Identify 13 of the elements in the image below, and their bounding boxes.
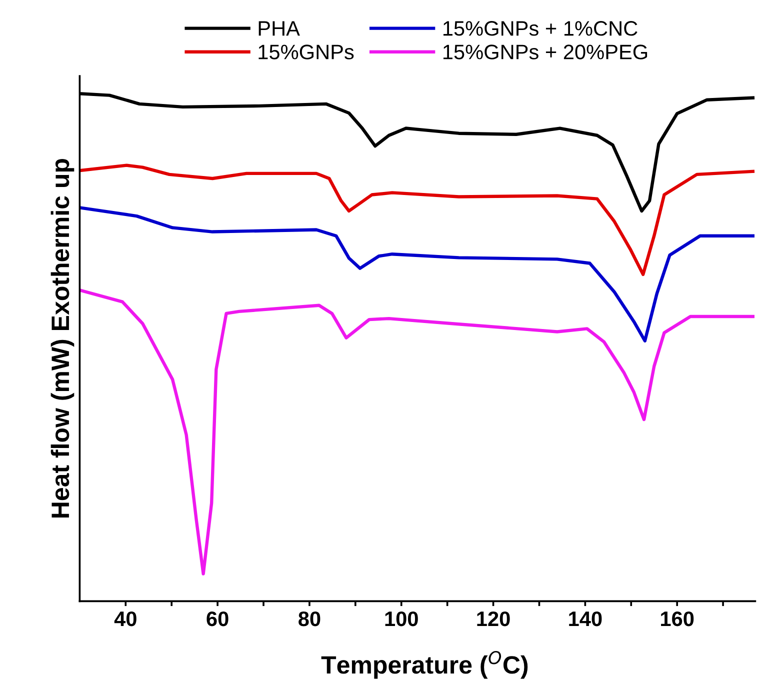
x-tick-label: 100 bbox=[385, 611, 418, 626]
legend-label: PHA bbox=[258, 21, 300, 36]
x-tick-label: 60 bbox=[206, 611, 228, 626]
x-tick-label: 120 bbox=[477, 611, 510, 626]
legend-label: 15%GNPs + 1%CNC bbox=[443, 21, 638, 36]
x-tick-label: 140 bbox=[569, 611, 602, 626]
legend-label: 15%GNPs + 20%PEG bbox=[443, 44, 648, 60]
x-tick-label: 160 bbox=[661, 611, 694, 626]
x-tick-label: 80 bbox=[298, 611, 320, 626]
y-axis-title: Heat flow (mW) Exothermic up bbox=[50, 159, 74, 518]
legend-label: 15%GNPs bbox=[258, 44, 354, 60]
x-axis-title: Temperature ($^{O}$C) bbox=[321, 650, 528, 679]
x-tick-label: 40 bbox=[114, 611, 136, 626]
